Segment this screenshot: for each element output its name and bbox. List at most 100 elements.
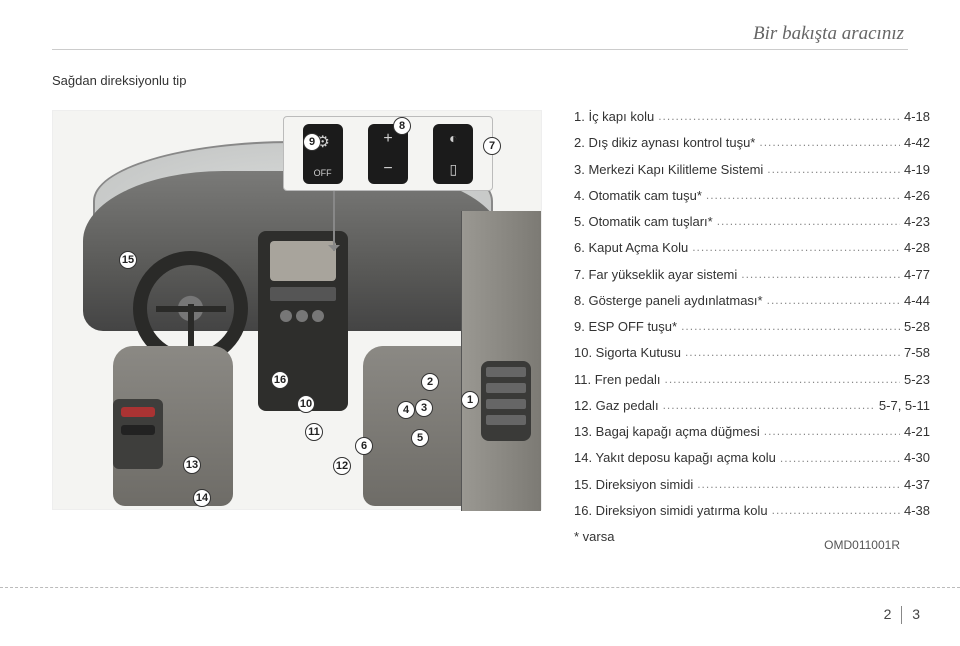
page-header: Bir bakışta aracınız [753, 23, 904, 45]
subheading: Sağdan direksiyonlu tip [52, 73, 186, 88]
item-label: 6. Kaput Açma Kolu [574, 241, 688, 255]
item-list: 1. İç kapı kolu 4-18 2. Dış dikiz aynası k… [574, 110, 930, 544]
list-item: 8. Gösterge paneli aydınlatması* 4-44 [574, 294, 930, 308]
image-code: OMD011001R [824, 538, 900, 552]
leader-dots [772, 504, 900, 518]
leader-dots [664, 373, 899, 387]
item-label: 2. Dış dikiz aynası kontrol tuşu* [574, 136, 755, 150]
callout-bubble: 11 [305, 423, 323, 441]
item-page: 4-19 [904, 163, 930, 177]
list-item: 5. Otomatik cam tuşları* 4-23 [574, 215, 930, 229]
callout-bubble: 10 [297, 395, 315, 413]
leader-dots [764, 425, 900, 439]
item-page: 5-23 [904, 373, 930, 387]
release-levers [113, 399, 163, 469]
item-label: 7. Far yükseklik ayar sistemi [574, 268, 737, 282]
callout-bubble: 13 [183, 456, 201, 474]
item-label: 3. Merkezi Kapı Kilitleme Sistemi [574, 163, 763, 177]
callout-bubble: 1 [461, 391, 479, 409]
leader-dots [741, 268, 900, 282]
item-label: 9. ESP OFF tuşu* [574, 320, 677, 334]
leader-dots [759, 136, 900, 150]
item-page: 4-18 [904, 110, 930, 124]
footer-dashline [0, 587, 960, 588]
leader-dots [685, 346, 900, 360]
item-label: 5. Otomatik cam tuşları* [574, 215, 713, 229]
item-page: 5-28 [904, 320, 930, 334]
list-item: 6. Kaput Açma Kolu 4-28 [574, 241, 930, 255]
item-label: 14. Yakıt deposu kapağı açma kolu [574, 451, 776, 465]
item-label: 13. Bagaj kapağı açma düğmesi [574, 425, 760, 439]
callout-bubble: 12 [333, 457, 351, 475]
list-item: 2. Dış dikiz aynası kontrol tuşu*4-42 [574, 136, 930, 150]
leader-dots [681, 320, 900, 334]
item-page: 5-7, 5-11 [879, 399, 930, 413]
item-page: 4-77 [904, 268, 930, 282]
list-item: 15. Direksiyon simidi 4-37 [574, 478, 930, 492]
callout-bubble: 9 [303, 133, 321, 151]
minus-icon: − [368, 160, 408, 178]
list-item: 12. Gaz pedalı 5-7, 5-11 [574, 399, 930, 413]
list-item: 1. İç kapı kolu 4-18 [574, 110, 930, 124]
item-label: 1. İç kapı kolu [574, 110, 654, 124]
callout-bubble: 7 [483, 137, 501, 155]
door-switch-panel [481, 361, 531, 441]
leader-dots [717, 215, 900, 229]
callout-bubble: 3 [415, 399, 433, 417]
page-footer: 2 3 [884, 606, 920, 624]
list-item: 3. Merkezi Kapı Kilitleme Sistemi 4-19 [574, 163, 930, 177]
leader-dots [663, 399, 875, 413]
off-label: OFF [303, 168, 343, 178]
window-switch [486, 415, 526, 425]
header-rule [52, 49, 908, 50]
window-switch [486, 399, 526, 409]
item-page: 4-44 [904, 294, 930, 308]
dial-icon: ▯ [433, 161, 473, 178]
headlight-icon: ◐ [433, 130, 473, 146]
callout-bubble: 15 [119, 251, 137, 269]
door-panel [461, 211, 541, 511]
leader-dots [692, 241, 900, 255]
vents [270, 287, 336, 301]
list-item: 11. Fren pedalı 5-23 [574, 373, 930, 387]
item-label: 12. Gaz pedalı [574, 399, 659, 413]
list-item: 14. Yakıt deposu kapağı açma kolu 4-30 [574, 451, 930, 465]
item-label: 15. Direksiyon simidi [574, 478, 693, 492]
item-label: 8. Gösterge paneli aydınlatması* [574, 294, 763, 308]
leader-dots [658, 110, 900, 124]
leader-dots [706, 189, 900, 203]
item-page: 4-30 [904, 451, 930, 465]
item-page: 4-23 [904, 215, 930, 229]
item-page: 4-21 [904, 425, 930, 439]
headlight-level-dial: ◐ ▯ [433, 124, 473, 184]
knob-row [278, 309, 328, 323]
footer-divider [901, 606, 902, 624]
nav-screen [270, 241, 336, 281]
list-item: 13. Bagaj kapağı açma düğmesi 4-21 [574, 425, 930, 439]
callout-bubble: 4 [397, 401, 415, 419]
trunk-lever-icon [121, 407, 155, 417]
list-item: 16. Direksiyon simidi yatırma kolu4-38 [574, 504, 930, 518]
page-number: 3 [912, 606, 920, 622]
callout-bubble: 8 [393, 117, 411, 135]
item-page: 4-28 [904, 241, 930, 255]
interior-diagram: ⚙ OFF + − ◐ ▯ 12345678910111213141516 [52, 110, 542, 510]
item-page: 7-58 [904, 346, 930, 360]
chapter-number: 2 [884, 606, 892, 622]
item-label: 11. Fren pedalı [574, 373, 660, 387]
callout-bubble: 6 [355, 437, 373, 455]
leader-dots [767, 163, 900, 177]
leader-dots [767, 294, 900, 308]
callout-bubble: 16 [271, 371, 289, 389]
item-label: 10. Sigorta Kutusu [574, 346, 681, 360]
item-page: 4-26 [904, 189, 930, 203]
list-item: 9. ESP OFF tuşu* 5-28 [574, 320, 930, 334]
leader-dots [697, 478, 900, 492]
callout-bubble: 14 [193, 489, 211, 507]
window-switch [486, 367, 526, 377]
item-page: 4-37 [904, 478, 930, 492]
item-label: 4. Otomatik cam tuşu* [574, 189, 702, 203]
control-zoom-panel: ⚙ OFF + − ◐ ▯ [283, 116, 493, 191]
fuel-lever-icon [121, 425, 155, 435]
list-item: 10. Sigorta Kutusu 7-58 [574, 346, 930, 360]
